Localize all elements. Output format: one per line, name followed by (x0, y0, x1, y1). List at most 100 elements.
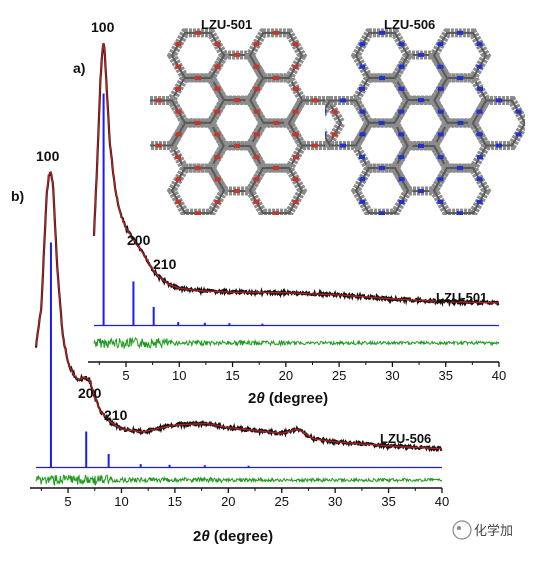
framework-linker-highlight (398, 199, 405, 204)
framework-linker-highlight (273, 165, 279, 170)
framework-linker-highlight (340, 143, 346, 148)
framework-linker-highlight (437, 42, 444, 47)
framework-linker-highlight (156, 98, 162, 103)
framework-linker-highlight (418, 98, 424, 103)
framework-linker-highlight (331, 109, 338, 114)
panel-b-x-tick-label: 15 (168, 494, 182, 509)
lzu-501-structure-image (150, 28, 347, 215)
framework-linker-highlight (214, 132, 221, 137)
panel-a-peak-200: 200 (127, 232, 151, 248)
framework-linker-highlight (379, 76, 385, 81)
framework-linker-highlight (398, 132, 405, 137)
framework-linker-highlight (292, 199, 299, 204)
framework-linker-highlight (292, 42, 299, 47)
framework-linker-highlight (379, 165, 385, 170)
framework-linker-highlight (175, 64, 182, 69)
framework-linker-highlight (496, 98, 502, 103)
panel-b-plot: 5 10 15 20 25 30 35 40 b) 100 200 210 LZU-506 2… (11, 148, 449, 545)
framework-linker-highlight (273, 211, 279, 215)
framework-linker-highlight (359, 155, 365, 160)
framework-linker-highlight (175, 132, 182, 137)
framework-linker-highlight (312, 143, 318, 148)
panel-b-x-tick-label: 10 (114, 494, 128, 509)
framework-linker-highlight (515, 109, 522, 114)
framework-ring-edge (354, 31, 410, 79)
framework-linker-highlight (359, 177, 366, 182)
framework-linker-highlight (398, 42, 405, 47)
framework-ring (166, 163, 230, 215)
structure-title-lzu-501: LZU-501 (201, 17, 252, 32)
panel-b-xlabel-prefix: 2 (193, 528, 201, 545)
watermark: 化学加 (452, 520, 513, 540)
framework-linker-highlight (214, 109, 221, 114)
framework-ring-edge (248, 31, 304, 79)
panel-a-x-axis-title: 2θ (degree) (248, 390, 328, 407)
framework-linker-highlight (476, 109, 483, 114)
framework-ring-edge (325, 99, 371, 147)
framework-linker-highlight (234, 189, 240, 194)
framework-linker-highlight (292, 177, 299, 182)
panel-a-x-tick-label: 30 (385, 368, 399, 383)
framework-linker-highlight (175, 177, 182, 182)
panel-a-xlabel-suffix: (degree) (265, 390, 328, 407)
framework-linker-highlight (156, 143, 162, 148)
framework-linker-highlight (214, 86, 221, 91)
framework-linker-highlight (515, 132, 522, 137)
framework-linker-highlight (214, 155, 221, 160)
panel-b-x-tick-label: 25 (275, 494, 289, 509)
panel-b-xlabel-suffix: (degree) (210, 528, 273, 545)
framework-linker-highlight (253, 132, 260, 137)
panel-a-x-tick-label: 40 (492, 368, 506, 383)
framework-linker-highlight (253, 86, 260, 91)
framework-ring (350, 28, 414, 83)
framework-linker-highlight (325, 109, 327, 114)
framework-linker-highlight (253, 199, 260, 204)
framework-linker-highlight (437, 177, 444, 182)
panel-a-x-tick-label: 10 (172, 368, 186, 383)
framework-linker-highlight (194, 120, 201, 125)
framework-linker-highlight (477, 155, 483, 160)
panel-a-xlabel-prefix: 2 (248, 390, 256, 407)
panel-b-x-tick-label: 30 (328, 494, 342, 509)
framework-linker-highlight (457, 120, 464, 125)
framework-linker-highlight (175, 86, 181, 91)
framework-linker-highlight (476, 199, 483, 204)
framework-ring-edge (432, 167, 488, 215)
framework-linker-highlight (175, 42, 182, 47)
framework-linker-highlight (437, 64, 444, 69)
framework-linker-highlight (379, 211, 385, 215)
framework-linker-highlight (437, 155, 444, 160)
framework-linker-highlight (293, 86, 299, 91)
framework-linker-highlight (437, 109, 444, 114)
framework-linker-highlight (234, 98, 240, 103)
panel-a-plot: 5 10 15 20 25 30 35 40 a) 100 200 210 LZU-501 2… (73, 19, 506, 407)
framework-linker-highlight (234, 52, 240, 57)
panel-b-x-tick-label: 40 (435, 494, 449, 509)
framework-ring (150, 96, 191, 150)
structure-title-lzu-506: LZU-506 (384, 17, 435, 32)
framework-linker-highlight (253, 177, 260, 182)
panel-a-peak-100: 100 (91, 19, 115, 35)
panel-a-x-tick-label: 20 (279, 368, 293, 383)
panel-a-xlabel-theta: θ (256, 390, 265, 407)
framework-ring-edge (150, 99, 187, 147)
panel-b-peak-100: 100 (36, 148, 60, 164)
framework-linker-highlight (175, 109, 182, 114)
framework-linker-highlight (253, 155, 260, 160)
framework-ring (350, 163, 414, 215)
framework-linker-highlight (379, 30, 385, 35)
panel-b-peak-210: 210 (104, 407, 128, 423)
framework-ring-edge (471, 99, 525, 147)
panel-b-x-tick-label: 20 (221, 494, 235, 509)
framework-linker-highlight (175, 199, 182, 204)
framework-ring-edge (170, 31, 226, 79)
framework-ring (244, 28, 308, 83)
framework-ring-edge (354, 167, 410, 215)
framework-linker-highlight (214, 64, 221, 69)
framework-linker-highlight (234, 143, 240, 148)
framework-linker-highlight (273, 30, 279, 35)
lzu-506-structure-image (325, 28, 525, 215)
panel-b-label: b) (11, 188, 24, 204)
